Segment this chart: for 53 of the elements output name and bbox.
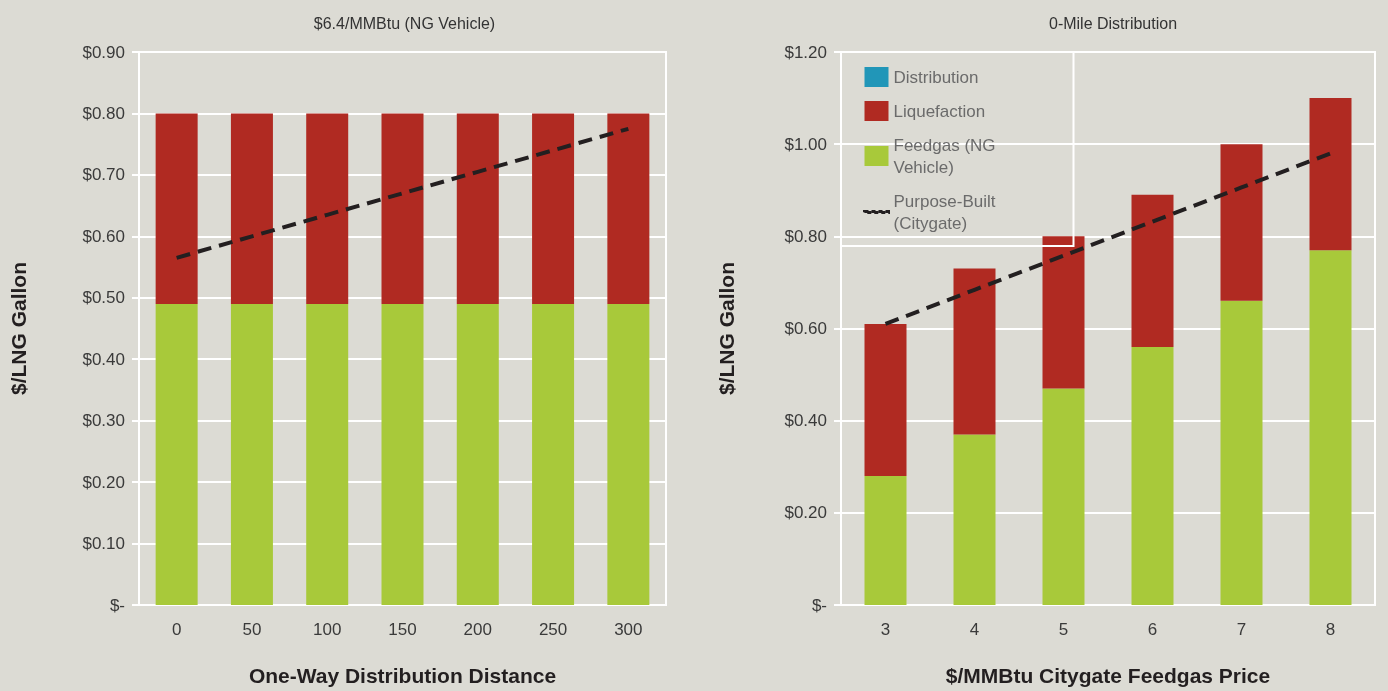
y-tick-label: $0.80	[784, 226, 827, 246]
legend-label: Purpose-Built (Citygate)	[893, 191, 1001, 233]
chart-title: 0-Mile Distribution	[1048, 14, 1178, 32]
x-tick-label: 300	[614, 620, 643, 639]
x-axis-title: One-Way Distribution Distance	[248, 664, 557, 687]
x-tick-label: 3	[880, 620, 891, 639]
y-tick-label: $-	[109, 595, 125, 615]
x-tick-label: 6	[1147, 620, 1158, 639]
bar	[953, 434, 996, 605]
y-axis-title: $/LNG Gallon	[715, 261, 738, 396]
bar	[1309, 250, 1352, 605]
x-tick-label: 250	[538, 620, 568, 639]
x-tick-label: 7	[1236, 620, 1247, 639]
y-tick-label: $0.60	[784, 319, 827, 338]
x-axis-title: $/MMBtu Citygate Feedgas Price	[945, 664, 1271, 687]
x-tick-label: 5	[1058, 620, 1069, 639]
y-tick-label: $0.60	[82, 226, 125, 246]
bar	[1042, 388, 1085, 605]
y-tick-label: $0.20	[82, 472, 125, 492]
y-tick-label: $-	[811, 595, 827, 615]
bar	[1220, 144, 1263, 301]
legend-label: Liquefaction	[893, 101, 986, 121]
x-tick-label: 4	[969, 620, 980, 639]
chart-title: $6.4/MMBtu (NG Vehicle)	[313, 14, 496, 32]
y-axis-title: $/LNG Gallon	[7, 261, 30, 396]
bar	[1131, 194, 1174, 347]
x-tick-label: 100	[313, 620, 342, 639]
y-tick-label: $1.20	[784, 42, 827, 62]
x-tick-label: 200	[463, 620, 492, 639]
bar	[864, 323, 907, 476]
y-tick-label: $0.70	[82, 165, 125, 185]
y-tick-label: $0.50	[82, 288, 125, 308]
bar	[1131, 346, 1174, 605]
bar	[1042, 236, 1085, 389]
y-tick-label: $1.00	[784, 134, 827, 154]
line-series	[174, 126, 631, 260]
x-tick-label: 0	[171, 620, 182, 639]
legend-label: Feedgas (NG Vehicle)	[893, 135, 1001, 177]
y-tick-label: $0.40	[82, 349, 125, 369]
y-tick-label: $0.90	[82, 42, 125, 62]
legend-label: Distribution	[893, 67, 979, 87]
x-tick-label: 150	[388, 620, 417, 639]
x-tick-label: 50	[242, 620, 262, 639]
y-tick-label: $0.20	[784, 503, 827, 523]
y-tick-label: $0.40	[784, 411, 827, 431]
bar	[1309, 98, 1352, 251]
x-tick-label: 8	[1325, 620, 1336, 639]
y-tick-label: $0.30	[82, 411, 125, 431]
y-tick-label: $0.80	[82, 103, 125, 123]
bar	[953, 268, 996, 435]
bar	[864, 475, 907, 605]
bar	[1220, 300, 1263, 605]
y-tick-label: $0.10	[82, 534, 125, 554]
